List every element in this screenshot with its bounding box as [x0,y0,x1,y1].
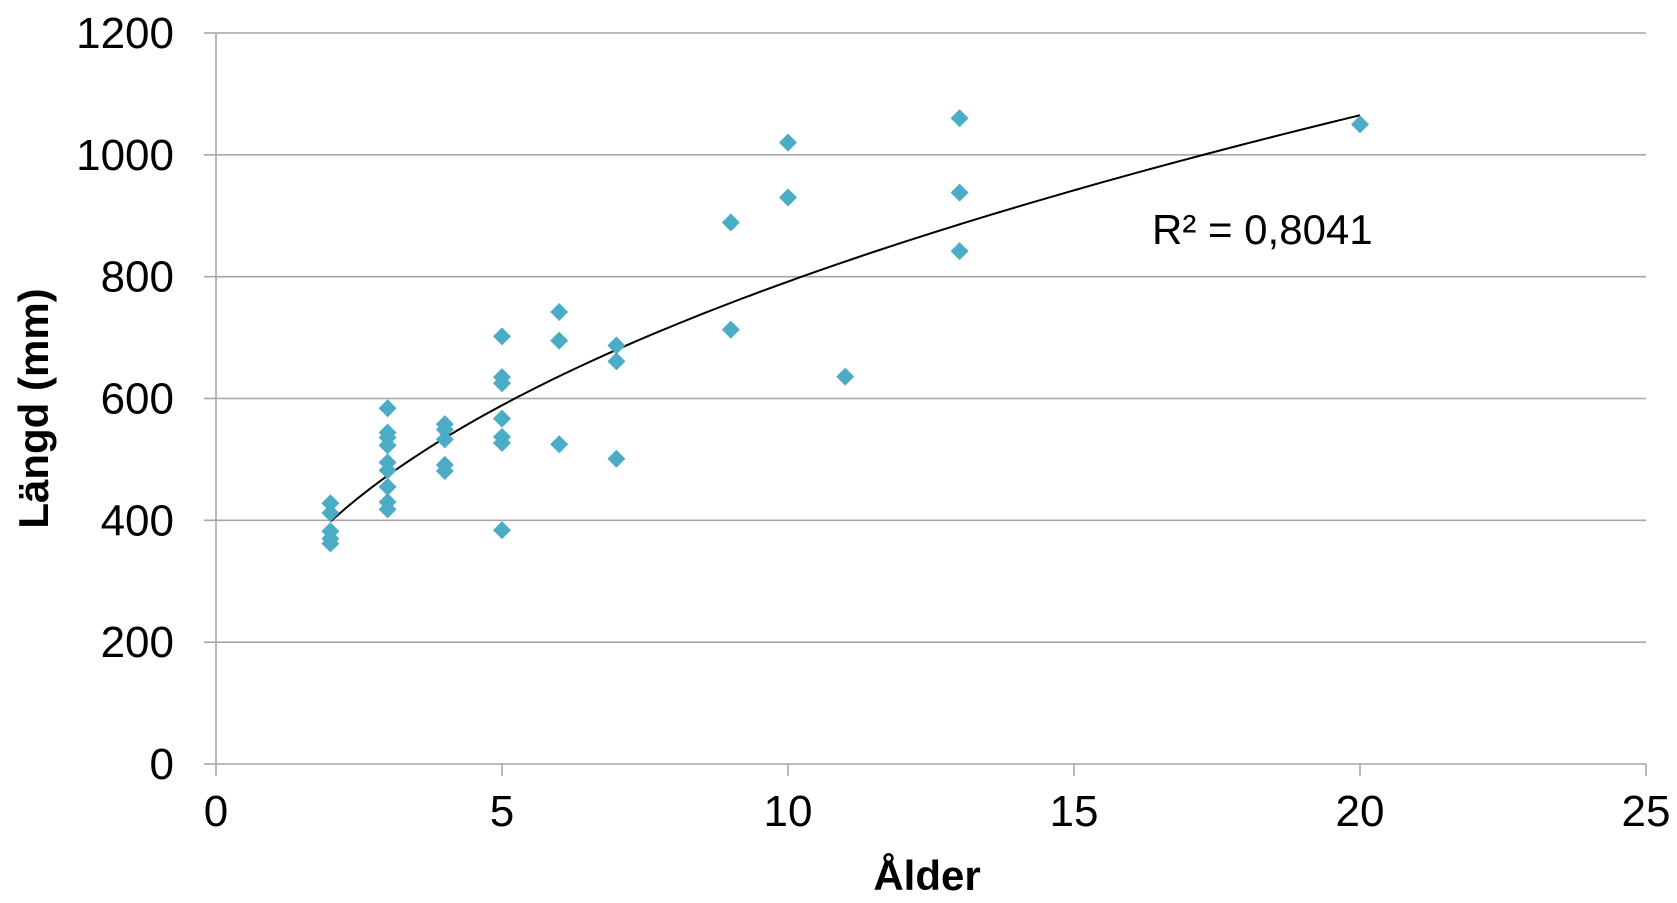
data-point [1351,115,1369,134]
data-point [378,461,397,480]
x-tick-label: 20 [1336,787,1385,836]
data-point [950,109,969,128]
y-axis-title: Längd (mm) [10,288,57,528]
x-axis-title: Ålder [873,852,980,899]
data-point [550,331,569,350]
y-tick-label: 1200 [76,9,174,58]
data-point [493,374,511,393]
y-tick-label: 1000 [76,131,174,180]
x-tick-label: 5 [490,787,514,836]
data-point [607,336,626,355]
data-point [378,436,397,455]
data-point [950,242,969,261]
data-point [950,183,969,202]
gridlines [216,32,1646,643]
y-tick-label: 800 [101,253,174,302]
data-point [550,435,569,454]
data-point [721,320,740,339]
data-point [378,399,397,418]
trendline [329,114,1361,523]
trendline-group [329,114,1361,523]
data-point [779,188,797,207]
y-tick-label: 0 [150,740,174,789]
data-point [435,430,454,449]
data-point [321,494,340,513]
data-point [779,133,797,152]
data-point [321,534,340,553]
r-squared-label: R² = 0,8041 [1152,206,1373,253]
data-point [607,449,626,468]
data-point [378,500,397,519]
data-point [378,477,397,496]
data-point [435,461,454,480]
data-point [836,367,855,386]
data-points [321,109,1369,553]
axes [204,32,1647,776]
data-point [721,213,740,232]
x-tick-label: 0 [204,787,228,836]
data-point [607,352,626,371]
y-tick-label: 400 [101,496,174,545]
data-point [493,327,511,346]
y-tick-label: 200 [101,618,174,667]
data-point [493,433,511,452]
y-tick-label: 600 [101,375,174,424]
data-point [435,420,454,439]
x-tick-label: 15 [1050,787,1099,836]
x-tick-label: 10 [764,787,813,836]
x-tick-label: 25 [1622,787,1671,836]
data-point [493,409,511,428]
data-point [550,302,569,321]
labels: 0 200 400 600 800 1000 1200 0 5 10 15 20 25 Ålder Läng… [10,9,1670,899]
data-point [321,504,340,523]
data-point [493,521,511,540]
